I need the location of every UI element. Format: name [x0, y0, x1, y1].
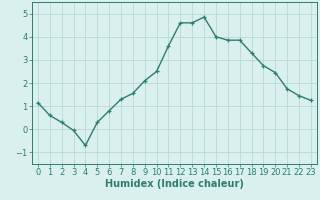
- X-axis label: Humidex (Indice chaleur): Humidex (Indice chaleur): [105, 179, 244, 189]
